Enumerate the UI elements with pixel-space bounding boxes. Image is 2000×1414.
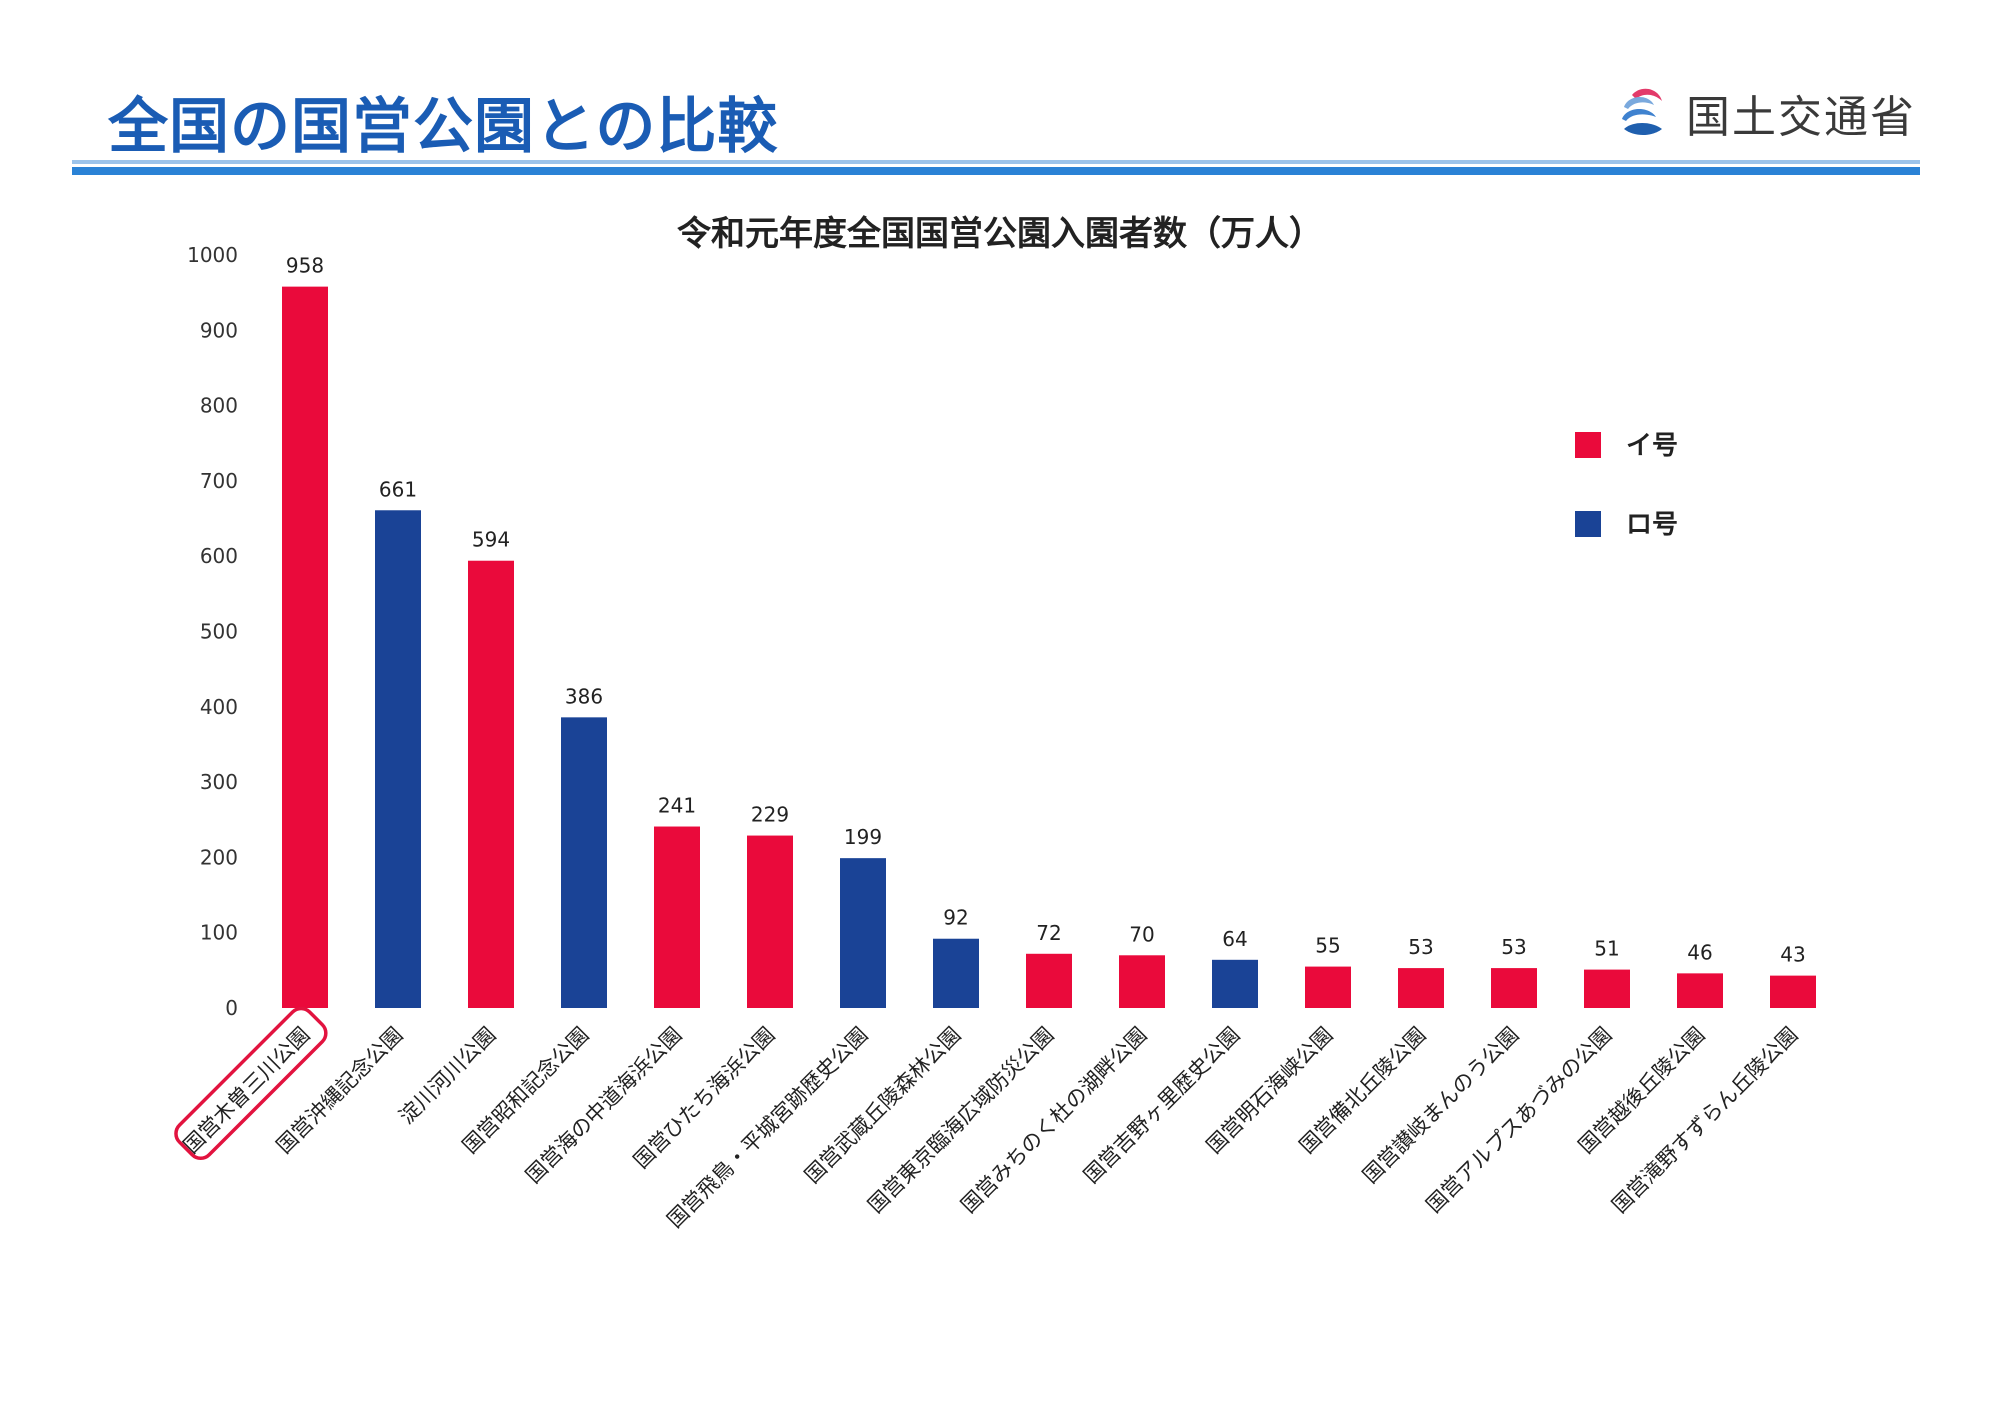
ministry-logo-icon — [1622, 88, 1662, 135]
bar — [1770, 975, 1816, 1008]
bar — [375, 510, 421, 1008]
category-label: 国営アルプスあづみの公園 — [1422, 1023, 1617, 1218]
bar-value-label: 43 — [1780, 943, 1805, 967]
bar — [654, 826, 700, 1008]
bar — [1119, 955, 1165, 1008]
bar-value-label: 958 — [286, 254, 324, 278]
category-label: 国営讃岐まんのう公園 — [1358, 1023, 1523, 1188]
header-divider — [72, 160, 1920, 176]
bar — [840, 858, 886, 1008]
y-axis: 0 100 200 300 400 500 600 700 800 900 1000 — [187, 243, 238, 1020]
bar-value-label: 46 — [1687, 940, 1712, 964]
bar — [1026, 953, 1072, 1008]
header-divider-thick — [72, 167, 1920, 175]
bar — [1212, 959, 1258, 1008]
bar — [747, 835, 793, 1008]
bar-value-label: 64 — [1222, 927, 1247, 951]
legend-label: ロ号 — [1626, 510, 1678, 540]
y-tick-label: 1000 — [187, 243, 238, 267]
highlight-outline — [174, 1006, 328, 1161]
ministry-name: 国土交通省 — [1686, 92, 1916, 143]
category-label: 国営武蔵丘陵森林公園 — [800, 1023, 965, 1188]
bar — [1398, 968, 1444, 1008]
category-label: 国営滝野すずらん丘陵公園 — [1607, 1023, 1802, 1218]
y-tick-label: 700 — [200, 469, 238, 493]
y-tick-label: 100 — [200, 921, 238, 945]
legend-swatch — [1575, 511, 1601, 537]
bar — [1584, 969, 1630, 1008]
bar-value-label: 53 — [1501, 935, 1526, 959]
y-tick-label: 600 — [200, 544, 238, 568]
bar — [1305, 966, 1351, 1008]
bars — [282, 286, 1816, 1009]
bar-value-label: 594 — [472, 528, 510, 552]
bar-value-label: 199 — [844, 825, 882, 849]
category-label: 淀川河川公園 — [394, 1023, 500, 1129]
chart-title: 令和元年度全国国営公園入園者数（万人） — [677, 214, 1323, 254]
legend-label: イ号 — [1626, 431, 1678, 461]
bar-value-label: 92 — [943, 906, 968, 930]
bar-value-label: 70 — [1129, 922, 1154, 946]
y-tick-label: 800 — [200, 394, 238, 418]
value-labels: 958 661 594 386 241 229 199 92 72 70 64 55 53 53 51 46 4… — [286, 254, 1806, 967]
legend-swatch — [1575, 432, 1601, 458]
y-tick-label: 900 — [200, 318, 238, 342]
bar-value-label: 53 — [1408, 935, 1433, 959]
bar — [282, 286, 328, 1009]
header-divider-thin — [72, 160, 1920, 164]
bar — [1491, 968, 1537, 1008]
bar-value-label: 241 — [658, 794, 696, 818]
category-label: 国営海の中道海浜公園 — [521, 1023, 686, 1188]
category-label: 国営飛鳥・平城宮跡歴史公園 — [663, 1023, 873, 1233]
bar-value-label: 51 — [1594, 937, 1619, 961]
bar — [933, 938, 979, 1008]
category-label: 国営みちのく杜の湖畔公園 — [956, 1023, 1151, 1218]
slide-title: 全国の国営公園との比較 — [108, 92, 779, 162]
ministry-brand: 国土交通省 — [1618, 78, 1916, 148]
bar-value-label: 55 — [1315, 934, 1340, 958]
bar-value-label: 72 — [1036, 921, 1061, 945]
y-tick-label: 500 — [200, 620, 238, 644]
category-label: 国営東京臨海広域防災公園 — [863, 1023, 1058, 1218]
bar — [468, 560, 514, 1008]
x-axis-labels: 国営木曽三川公園国営沖縄記念公園淀川河川公園国営昭和記念公園国営海の中道海浜公園… — [174, 1006, 1803, 1233]
y-tick-label: 400 — [200, 695, 238, 719]
y-tick-label: 200 — [200, 845, 238, 869]
bar-value-label: 386 — [565, 684, 603, 708]
bar-value-label: 661 — [379, 477, 417, 501]
bar — [1677, 973, 1723, 1008]
y-tick-label: 300 — [200, 770, 238, 794]
bar — [561, 717, 607, 1008]
category-label: 国営吉野ヶ里歴史公園 — [1079, 1023, 1244, 1188]
y-tick-label: 0 — [225, 996, 238, 1020]
bar-value-label: 229 — [751, 803, 789, 827]
